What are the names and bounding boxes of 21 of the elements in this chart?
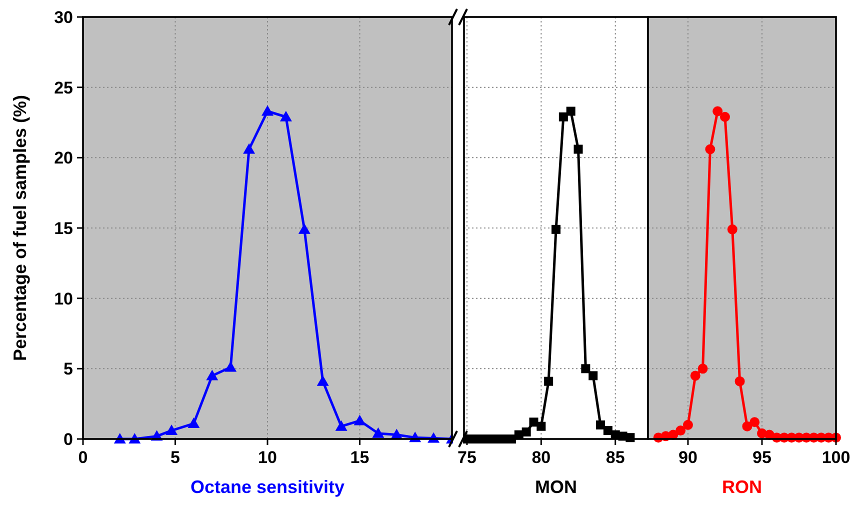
x-axis-title: MON: [535, 477, 577, 497]
x-tick-label: 90: [678, 448, 698, 467]
y-tick-label: 15: [54, 219, 73, 238]
y-tick-label: 0: [64, 430, 73, 449]
y-tick-label: 5: [64, 360, 73, 379]
y-tick-label: 10: [54, 289, 73, 308]
x-tick-label: 75: [458, 448, 476, 467]
x-tick-label: 100: [822, 448, 850, 467]
x-axis-title: RON: [722, 477, 762, 497]
x-tick-label: 5: [170, 448, 180, 467]
y-tick-label: 20: [54, 148, 73, 168]
x-tick-label: 0: [78, 448, 88, 467]
x-tick-label: 80: [532, 448, 551, 467]
y-tick-label: 30: [54, 8, 73, 27]
x-tick-label: 95: [752, 448, 772, 467]
x-tick-label: 10: [258, 448, 277, 467]
x-tick-label: 15: [350, 448, 370, 467]
y-axis-title: Percentage of fuel samples (%): [10, 94, 30, 362]
y-tick-label: 25: [54, 78, 73, 98]
x-axis-title: Octane sensitivity: [190, 477, 345, 497]
x-tick-label: 85: [606, 448, 625, 467]
